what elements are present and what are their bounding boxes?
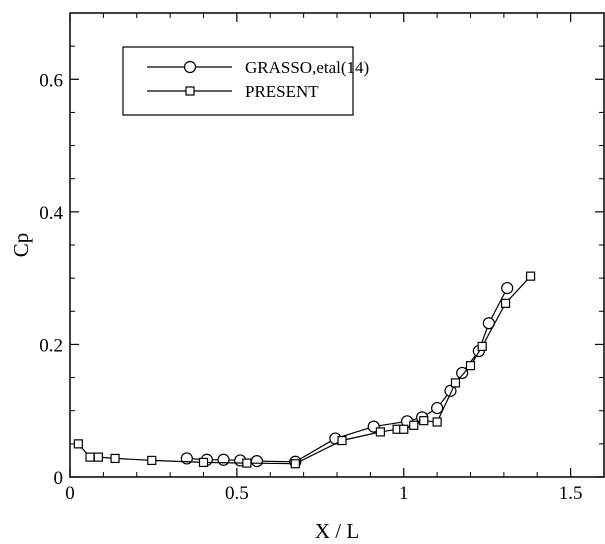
data-point-square [432,417,442,427]
data-point-circle [501,281,514,295]
legend-marker-present [185,86,195,96]
data-point-square [93,452,103,462]
series-layer [73,271,536,469]
legend-marker-grasso [183,60,197,74]
x-tick-label: 0 [65,483,75,504]
data-point-square [409,420,419,430]
y-tick-label: 0.6 [39,70,63,91]
data-point-square [399,424,409,434]
data-point-square [110,453,120,464]
legend-label-present: PRESENT [245,82,319,101]
data-point-square [242,458,252,468]
legend: GRASSO,etal(14) PRESENT [122,46,369,116]
data-point-circle [250,454,263,468]
legend-label-grasso: GRASSO,etal(14) [245,58,369,77]
y-axis-label: Cp [9,233,33,258]
data-point-square [290,459,300,469]
legend-box [122,46,354,116]
data-point-square [419,416,429,426]
data-point-square [73,439,83,449]
y-tick-label: 0.2 [39,335,63,356]
data-point-square [198,457,209,468]
x-tick-label: 1 [399,483,409,504]
axis-ticks: 0 0.5 1 1.5 0 0.2 0.4 0.6 [39,13,604,504]
y-tick-label: 0.4 [39,203,63,224]
data-point-circle [456,366,469,380]
x-axis-label: X / L [315,519,359,543]
data-point-square [465,361,476,371]
y-tick-label: 0 [54,468,64,489]
x-tick-label: 0.5 [225,483,249,504]
data-point-square [147,455,157,466]
data-point-square [477,341,487,352]
data-point-circle [431,401,444,415]
data-point-square [337,435,347,446]
data-point-square [525,271,536,281]
data-point-square [450,378,461,388]
x-tick-label: 1.5 [559,483,583,504]
data-point-circle [217,453,230,466]
data-point-square [375,427,385,437]
data-point-square [500,298,511,308]
data-point-square [85,452,95,462]
